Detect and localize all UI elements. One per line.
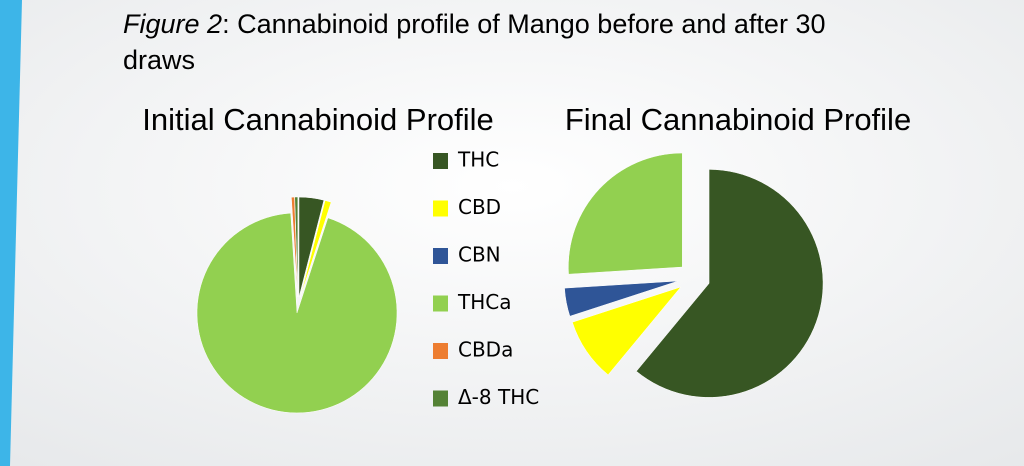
pie-slice [572,286,682,376]
legend-swatch [433,343,448,359]
legend-label: Δ-8 THC [458,385,539,409]
pie-slice [196,212,398,414]
legend-swatch [433,153,448,169]
legend-label: CBD [458,195,501,219]
legend-swatch [433,295,448,312]
pie-slice [564,280,679,317]
legend-swatch [433,200,448,217]
legend-label: THCa [457,290,511,314]
caption-line2: draws [123,45,195,75]
pie-slice [636,169,824,398]
chart-title: Initial Cannabinoid Profile [142,102,494,137]
accent-strip [0,0,22,466]
legend-label: CBDa [458,338,513,362]
legend-swatch [433,248,448,264]
legend-label: THC [457,148,499,172]
legend-swatch [433,390,448,407]
legend-label: CBN [458,243,501,267]
pie-slice [568,152,683,275]
legend: THC CBD CBN THCa CBDa Δ-8 THC [433,148,539,409]
pie-slice [294,196,299,298]
pie-slice [298,196,325,298]
caption-text: : Cannabinoid profile of Mango before an… [222,9,825,39]
chart-title: Final Cannabinoid Profile [565,102,911,137]
caption-label: Figure 2 [123,9,222,39]
pie-slice [299,200,332,298]
pie-slice [291,196,298,298]
caption: Figure 2: Cannabinoid profile of Mango b… [123,9,825,39]
